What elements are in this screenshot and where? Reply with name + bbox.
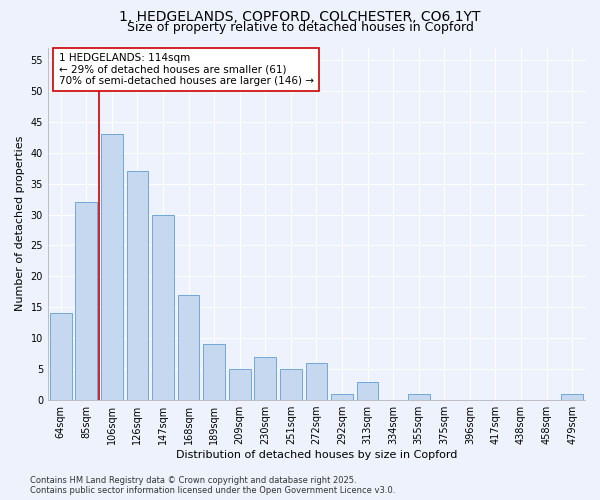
Text: Contains HM Land Registry data © Crown copyright and database right 2025.
Contai: Contains HM Land Registry data © Crown c… [30,476,395,495]
Text: Size of property relative to detached houses in Copford: Size of property relative to detached ho… [127,22,473,35]
Bar [76,202,97,400]
Bar [408,394,430,400]
Bar [203,344,225,400]
Bar [280,369,302,400]
Bar [229,369,251,400]
Bar [152,214,174,400]
Bar [178,295,199,400]
Bar [357,382,379,400]
Y-axis label: Number of detached properties: Number of detached properties [15,136,25,312]
X-axis label: Distribution of detached houses by size in Copford: Distribution of detached houses by size … [176,450,457,460]
Bar [305,363,328,400]
Text: 1, HEDGELANDS, COPFORD, COLCHESTER, CO6 1YT: 1, HEDGELANDS, COPFORD, COLCHESTER, CO6 … [119,10,481,24]
Bar [127,171,148,400]
Bar [254,357,276,400]
Bar [101,134,123,400]
Bar [562,394,583,400]
Bar [50,314,71,400]
Bar [331,394,353,400]
Text: 1 HEDGELANDS: 114sqm
← 29% of detached houses are smaller (61)
70% of semi-detac: 1 HEDGELANDS: 114sqm ← 29% of detached h… [59,53,314,86]
